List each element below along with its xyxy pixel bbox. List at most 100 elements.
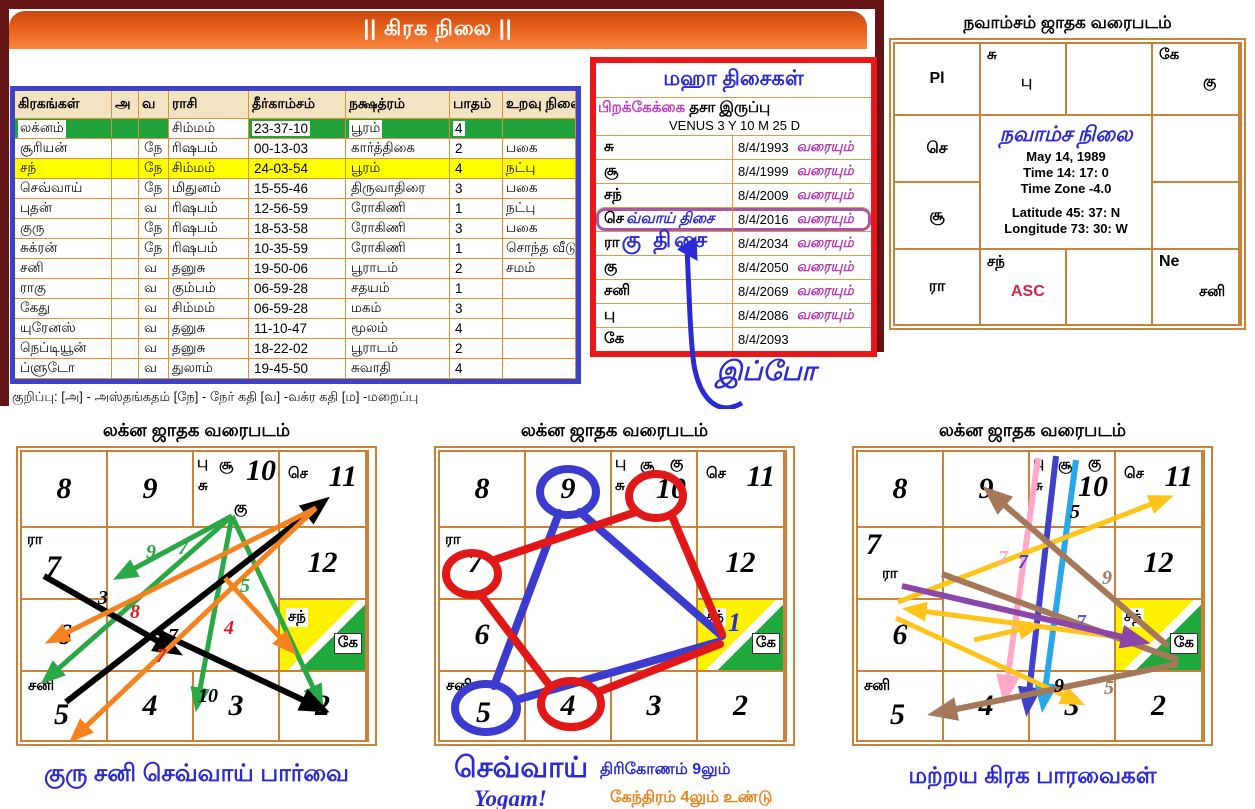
header-longitude: தீர்காம்சம் [249, 91, 346, 119]
cell-planet: புதன் [15, 199, 112, 219]
cell-longitude: 11-10-47 [249, 319, 346, 339]
cell-relation: பகை [503, 139, 576, 159]
cell-relation: சொந்த வீடு [503, 239, 576, 259]
cell-padam: 4 [450, 319, 503, 339]
aspect-label-green-5: 5 [240, 575, 250, 597]
dasa-rows: சு 8/4/1993 வரையும் சூ 8/4/1999 வரையும் … [596, 135, 871, 351]
house-7: ரா 7 [440, 528, 524, 598]
aspect-label-violet-7: 7 [1076, 611, 1086, 633]
lagna-chart-3: லக்ன ஜாதக வரைபடம் 8 9 பு சூ கு சு 10 செ … [850, 420, 1215, 792]
aspect-label-green-7: 7 [178, 537, 188, 559]
dasa-date-cell: 8/4/2069 வரையும் [732, 280, 871, 303]
table-row: யுரேனஸ் வ தனுசு 11-10-47 மூலம் 4 [15, 319, 576, 339]
dasa-date-cell: 8/4/2086 வரையும் [732, 304, 871, 327]
cell-padam: 4 [450, 119, 503, 139]
cell-rasi: சிம்மம் [169, 299, 249, 319]
cell-planet: சூரியன் [15, 139, 112, 159]
chart1-center [108, 528, 278, 670]
table-row: கேது வ சிம்மம் 06-59-28 மகம் 3 [15, 299, 576, 319]
aspect-label-black-10: 10 [198, 685, 218, 707]
cell-a [112, 359, 139, 379]
chart1-caption: குரு சனி செவ்வாய் பார்வை [43, 760, 350, 787]
house-2: 2 [1116, 672, 1201, 740]
cell-planet: சுக்ரன் [15, 239, 112, 259]
house-11: செ 11 [1116, 452, 1201, 526]
cell-planet: கேது [15, 299, 112, 319]
cell-nakshatra: மூலம் [346, 319, 450, 339]
cell-nakshatra: பூராடம் [346, 259, 450, 279]
cell-a [112, 259, 139, 279]
house-12: 12 [698, 528, 783, 598]
navamsa-cell-libra [1067, 250, 1151, 324]
lagna-chart-1: லக்ன ஜாதக வரைபடம் 8 9 பு சூ 10 சு கு செ … [14, 420, 379, 790]
cell-a [112, 279, 139, 299]
cell-v: நே [139, 159, 169, 179]
window-title: || கிரக நிலை || [363, 17, 513, 40]
longitude: Longitude 73: 30: W [1004, 221, 1128, 236]
house-2: 2 [698, 672, 783, 740]
house-9: 9 [944, 452, 1028, 526]
cell-v: வ [139, 279, 169, 299]
table-row: லக்னம் சிம்மம் 23-37-10 பூரம் 4 [15, 119, 576, 139]
chart1-title: லக்ன ஜாதக வரைபடம் [102, 420, 291, 440]
cell-longitude: 24-03-54 [249, 159, 346, 179]
dasa-title: மஹா திசைகள் [663, 67, 804, 90]
cell-rasi: தனுசு [169, 259, 249, 279]
cell-v: வ [139, 359, 169, 379]
header-nakshatra: நக்ஷத்ரம் [346, 91, 450, 119]
dasa-row: கே 8/4/2093 [596, 327, 871, 351]
navamsa-chart: Pl சு பு கே கு செ சூ நவாம்ச நிலை May 14,… [889, 38, 1246, 330]
dasa-date-cell: 8/4/1993 வரையும் [732, 136, 871, 159]
cell-longitude: 23-37-10 [249, 119, 346, 139]
cell-padam: 4 [450, 159, 503, 179]
cell-a [112, 319, 139, 339]
cell-padam: 2 [450, 139, 503, 159]
house-3: 3 [612, 672, 696, 740]
cell-relation: நட்பு [503, 159, 576, 179]
lagna-chart-2: லக்ன ஜாதக வரைபடம் 8 9 பு சூ கு சு 10 செ … [432, 420, 797, 809]
navamsa-cell-sagittarius: ரா [895, 250, 979, 324]
aspect-label-9: 9 [1054, 675, 1064, 697]
dasa-row: சனி 8/4/2069 வரையும் [596, 279, 871, 303]
navamsa-cell-aries: சு பு [981, 44, 1065, 114]
cell-planet: குரு [15, 219, 112, 239]
navamsa-grid: Pl சு பு கே கு செ சூ நவாம்ச நிலை May 14,… [893, 42, 1242, 326]
navamsa-cell-cancer [1153, 116, 1238, 181]
maha-dasa-table: மஹா திசைகள் பிறக்கேக்கை தசா இருப்பு VENU… [590, 57, 877, 357]
house-5: சனி 5 [22, 672, 106, 740]
cell-relation: சமம் [503, 259, 576, 279]
table-row: சூரியன் நே ரிஷபம் 00-13-03 கார்த்திகை 2 … [15, 139, 576, 159]
chart2-caption-mars: செவ்வாய் [454, 752, 589, 784]
navamsa-heading: நவாம்ச நிலை [999, 122, 1133, 146]
cell-longitude: 00-13-03 [249, 139, 346, 159]
cell-rasi: தனுசு [169, 319, 249, 339]
aspect-label-blue-7: 7 [1018, 551, 1028, 573]
cell-planet: ப்ளுடோ [15, 359, 112, 379]
table-row: சனி வ தனுசு 19-50-06 பூராடம் 2 சமம் [15, 259, 576, 279]
now-label: இப்போ [716, 356, 816, 386]
chart3-grid: 8 9 பு சூ கு சு 10 செ 11 7 ரா 12 6 சந் க… [856, 450, 1205, 742]
dasa-row: சூ 8/4/1999 வரையும் [596, 159, 871, 183]
cell-planet: ராகு [15, 279, 112, 299]
cell-nakshatra: பூராடம் [346, 339, 450, 359]
header-padam: பாதம் [450, 91, 503, 119]
cell-a [112, 159, 139, 179]
cell-a [112, 179, 139, 199]
cell-v: வ [139, 339, 169, 359]
table-row: சந் நே சிம்மம் 24-03-54 பூரம் 4 நட்பு [15, 159, 576, 179]
house-7: ரா 7 [22, 528, 106, 598]
cell-a [112, 219, 139, 239]
cell-a [112, 299, 139, 319]
dasa-row: சந் 8/4/2009 வரையும் [596, 183, 871, 207]
cell-relation: பகை [503, 179, 576, 199]
cell-longitude: 19-45-50 [249, 359, 346, 379]
latitude: Latitude 45: 37: N [1011, 205, 1121, 220]
navamsa-title: நவாம்சம் ஜாதக வரைபடம் [963, 13, 1172, 32]
house-2: 2 [280, 672, 365, 740]
cell-longitude: 18-22-02 [249, 339, 346, 359]
house-7: 7 ரா [858, 528, 942, 598]
dasa-date-cell: 8/4/2034 வரையும் [732, 232, 871, 255]
dasa-date-cell: 8/4/1999 வரையும் [732, 160, 871, 183]
cell-rasi: ரிஷபம் [169, 139, 249, 159]
